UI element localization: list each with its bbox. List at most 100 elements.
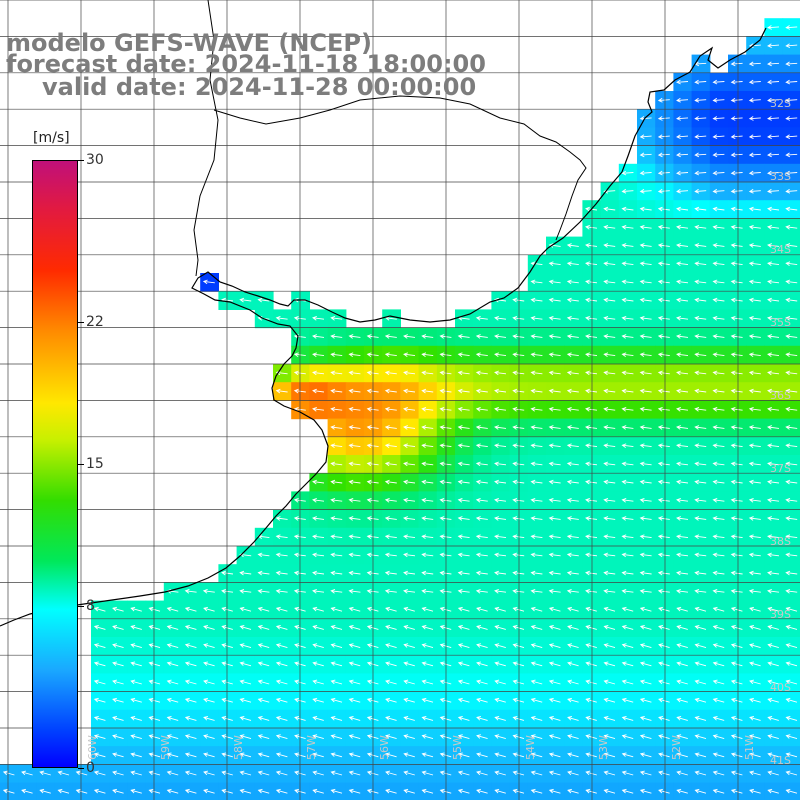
wind-arrow: [676, 315, 689, 321]
wind-arrow: [384, 534, 397, 539]
wind-arrow: [712, 79, 725, 85]
wind-arrow: [785, 697, 798, 703]
wind-arrow: [475, 334, 488, 339]
wind-arrow: [639, 661, 652, 667]
wind-arrow: [585, 606, 597, 612]
wind-arrow: [239, 734, 252, 740]
wind-arrow: [585, 461, 598, 467]
wind-arrow: [694, 770, 707, 776]
wind-arrow: [694, 443, 707, 448]
wind-arrow: [21, 788, 33, 794]
wind-arrow: [585, 679, 597, 685]
wind-arrow: [585, 443, 598, 448]
wind-arrow: [166, 770, 179, 776]
wind-arrow: [585, 570, 598, 576]
wind-arrow: [421, 516, 434, 521]
wind-arrow: [712, 116, 725, 121]
wind-arrow: [275, 516, 288, 521]
wind-arrow: [676, 97, 689, 103]
wind-arrow: [312, 643, 324, 649]
wind-arrow: [730, 661, 743, 667]
wind-arrow: [530, 788, 543, 794]
wind-arrow: [621, 261, 634, 266]
wind-arrow: [530, 297, 543, 303]
wind-arrow: [476, 734, 488, 740]
wind-arrow: [694, 552, 707, 558]
wind-arrow: [767, 679, 779, 685]
wind-arrow: [494, 570, 507, 576]
wind-arrow: [148, 734, 161, 740]
wind-cell: [364, 782, 383, 800]
wind-arrow: [585, 425, 598, 430]
wind-arrow: [112, 788, 124, 794]
wind-arrow: [275, 588, 288, 594]
wind-arrow: [603, 625, 616, 630]
wind-arrow: [785, 388, 798, 394]
wind-arrow: [767, 770, 779, 776]
colorbar-tick: [78, 322, 84, 324]
wind-arrow: [567, 716, 579, 721]
wind-arrow: [785, 224, 798, 230]
wind-arrow: [330, 497, 343, 503]
wind-arrow: [530, 315, 543, 321]
wind-arrow: [748, 315, 761, 321]
wind-cell: [637, 782, 656, 800]
wind-arrow: [457, 552, 470, 558]
wind-cell: [473, 782, 492, 800]
wind-arrow: [694, 679, 707, 685]
wind-arrow: [348, 497, 361, 503]
wind-arrow: [676, 716, 688, 721]
wind-arrow: [748, 479, 761, 485]
wind-arrow: [257, 734, 270, 740]
wind-arrow: [639, 315, 652, 321]
wind-arrow: [57, 788, 70, 794]
wind-arrow: [384, 588, 397, 594]
wind-arrow: [730, 352, 743, 357]
wind-arrow: [330, 315, 343, 321]
wind-arrow: [457, 479, 470, 485]
wind-arrow: [475, 570, 488, 576]
wind-arrow: [93, 661, 106, 667]
wind-arrow: [676, 497, 689, 503]
wind-arrow: [494, 425, 507, 430]
wind-arrow: [348, 752, 361, 758]
wind-arrow: [694, 152, 707, 158]
wind-arrow: [730, 643, 743, 649]
wind-arrow: [748, 243, 761, 248]
wind-arrow: [657, 352, 670, 357]
wind-arrow: [748, 388, 761, 394]
wind-arrow: [785, 570, 798, 576]
wind-arrow: [476, 770, 488, 776]
wind-arrow: [585, 625, 597, 630]
wind-cell: [127, 782, 147, 800]
wind-arrow: [658, 752, 670, 758]
wind-arrow: [184, 752, 197, 758]
wind-arrow: [585, 261, 598, 266]
wind-arrow: [494, 588, 507, 594]
wind-arrow: [348, 788, 361, 794]
wind-arrow: [603, 224, 616, 230]
wind-arrow: [621, 552, 634, 558]
wind-arrow: [421, 643, 434, 649]
wind-arrow: [712, 97, 725, 103]
wind-arrow: [475, 406, 488, 412]
wind-arrow: [621, 661, 634, 667]
wind-arrow: [712, 188, 725, 194]
wind-arrow: [166, 734, 179, 740]
wind-arrow: [567, 606, 579, 612]
wind-cell: [182, 782, 201, 800]
wind-arrow: [658, 606, 670, 612]
wind-arrow: [585, 588, 598, 594]
wind-arrow: [385, 734, 397, 740]
wind-arrow: [712, 588, 725, 594]
wind-arrow: [239, 297, 252, 303]
wind-cell: [491, 782, 511, 800]
wind-arrow: [2, 770, 15, 776]
wind-arrow: [566, 352, 579, 357]
wind-arrow: [694, 243, 707, 248]
wind-arrow: [330, 697, 343, 703]
wind-arrow: [566, 370, 579, 376]
wind-arrow: [730, 752, 743, 758]
wind-arrow: [275, 606, 288, 612]
wind-arrow: [767, 425, 780, 430]
